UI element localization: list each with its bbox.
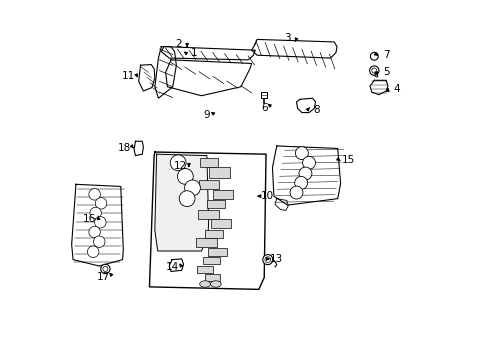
Text: 5: 5 <box>382 67 388 77</box>
Polygon shape <box>272 146 340 205</box>
Text: 16: 16 <box>83 214 96 224</box>
Text: 8: 8 <box>312 105 319 115</box>
Circle shape <box>295 147 308 159</box>
Bar <box>198 210 219 219</box>
Polygon shape <box>274 199 287 211</box>
Polygon shape <box>155 46 176 98</box>
Polygon shape <box>139 64 155 91</box>
Bar <box>203 257 220 264</box>
Text: 15: 15 <box>341 155 354 165</box>
Circle shape <box>93 236 105 247</box>
Text: 17: 17 <box>97 272 110 282</box>
Text: 13: 13 <box>269 254 283 264</box>
Circle shape <box>179 191 195 207</box>
Text: 4: 4 <box>393 84 399 94</box>
Circle shape <box>369 66 378 75</box>
Text: 12: 12 <box>173 161 186 171</box>
Polygon shape <box>369 80 387 95</box>
Bar <box>213 190 232 199</box>
Bar <box>261 93 266 98</box>
Circle shape <box>89 226 100 238</box>
Circle shape <box>95 198 106 209</box>
Polygon shape <box>296 98 315 113</box>
Circle shape <box>89 189 100 200</box>
Text: 9: 9 <box>203 111 210 121</box>
Bar <box>196 238 217 247</box>
Polygon shape <box>134 141 143 156</box>
Text: 3: 3 <box>284 33 290 43</box>
Bar <box>199 158 217 167</box>
Ellipse shape <box>199 281 210 287</box>
Circle shape <box>184 180 200 196</box>
Ellipse shape <box>210 281 221 287</box>
Text: 2: 2 <box>175 39 181 49</box>
Bar <box>197 266 213 273</box>
Circle shape <box>302 156 315 169</box>
Text: 11: 11 <box>121 71 134 81</box>
Polygon shape <box>169 259 183 271</box>
Text: 10: 10 <box>261 191 274 201</box>
Polygon shape <box>165 60 251 96</box>
Circle shape <box>87 246 99 257</box>
Circle shape <box>262 255 272 265</box>
Circle shape <box>170 155 185 171</box>
Circle shape <box>289 186 303 199</box>
Bar <box>198 180 218 189</box>
Polygon shape <box>72 184 123 266</box>
Bar <box>211 219 230 228</box>
Polygon shape <box>161 46 255 60</box>
Polygon shape <box>251 40 336 58</box>
Circle shape <box>177 168 193 184</box>
Polygon shape <box>155 154 208 251</box>
Circle shape <box>369 52 378 60</box>
Text: 7: 7 <box>382 50 388 60</box>
Bar <box>208 248 226 256</box>
Text: 6: 6 <box>261 103 267 113</box>
Text: 14: 14 <box>166 262 179 272</box>
Bar <box>204 230 223 238</box>
Text: 1: 1 <box>191 48 197 58</box>
Bar <box>206 201 224 208</box>
Circle shape <box>94 217 106 228</box>
Circle shape <box>298 167 311 180</box>
Text: 18: 18 <box>118 143 131 153</box>
Polygon shape <box>149 152 265 289</box>
Circle shape <box>101 264 110 274</box>
Bar <box>208 167 230 178</box>
Bar <box>204 274 219 281</box>
Circle shape <box>294 176 307 189</box>
Circle shape <box>90 207 101 219</box>
